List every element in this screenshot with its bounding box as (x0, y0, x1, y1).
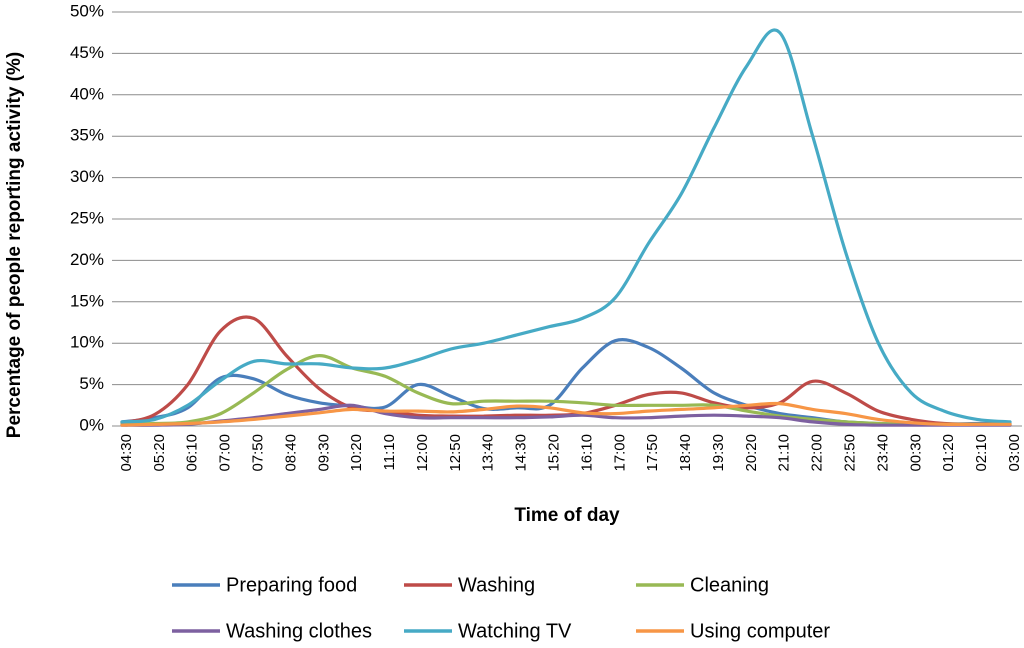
series-line-washing (120, 315, 1012, 426)
x-tick-label: 00:30 (907, 434, 924, 472)
x-tick-label: 16:10 (578, 434, 595, 472)
x-tick-label: 01:20 (940, 434, 957, 472)
series-line-watching-tv (120, 28, 1012, 424)
x-tick-label: 02:10 (973, 434, 990, 472)
y-tick-label: 50% (70, 1, 104, 20)
x-axis-ticks: 04:30 05:20 06:10 07:00 07:50 08:40 09:30 10:20… (118, 434, 1023, 472)
y-tick-label: 5% (79, 374, 104, 393)
x-tick-label: 13:40 (480, 434, 497, 472)
x-tick-label: 07:00 (217, 434, 234, 472)
y-axis-title: Percentage of people reporting activity … (4, 52, 25, 438)
x-tick-label: 09:30 (315, 434, 332, 472)
series-line-using-computer (120, 401, 1012, 427)
legend-label: Preparing food (226, 574, 357, 596)
legend-label: Using computer (690, 620, 830, 642)
x-tick-label: 03:00 (1006, 434, 1023, 472)
y-axis-ticks: 0% 5% 10% 15% 20% 25% 30% 35% 40% 45% 50% (70, 1, 104, 434)
x-tick-label: 10:20 (348, 434, 365, 472)
x-tick-label: 18:40 (677, 434, 694, 472)
x-tick-label: 07:50 (250, 434, 267, 472)
x-tick-label: 17:00 (611, 434, 628, 472)
series-lines (120, 28, 1012, 427)
x-tick-label: 23:40 (874, 434, 891, 472)
x-tick-label: 19:30 (710, 434, 727, 472)
x-tick-label: 14:30 (513, 434, 530, 472)
x-tick-label: 17:50 (644, 434, 661, 472)
x-tick-label: 21:10 (776, 434, 793, 472)
legend: Preparing food Washing Cleaning Washing clo… (172, 574, 830, 642)
x-tick-label: 22:00 (809, 434, 826, 472)
y-tick-label: 15% (70, 291, 104, 310)
x-tick-label: 22:50 (842, 434, 859, 472)
x-tick-label: 05:20 (151, 434, 168, 472)
y-tick-label: 10% (70, 333, 104, 352)
series-line-washing-clothes (120, 403, 1012, 427)
legend-label: Washing (458, 574, 535, 596)
x-tick-label: 12:00 (414, 434, 431, 472)
x-tick-label: 12:50 (447, 434, 464, 472)
x-tick-label: 04:30 (118, 434, 135, 472)
series-line-cleaning (120, 353, 1012, 426)
x-tick-label: 08:40 (282, 434, 299, 472)
y-tick-label: 25% (70, 208, 104, 227)
legend-item-watching-tv: Watching TV (404, 620, 572, 642)
y-tick-label: 20% (70, 250, 104, 269)
legend-label: Cleaning (690, 574, 769, 596)
x-axis-title: Time of day (514, 505, 620, 526)
y-tick-label: 45% (70, 43, 104, 62)
y-tick-label: 40% (70, 84, 104, 103)
legend-item-using-computer: Using computer (636, 620, 830, 642)
legend-item-washing: Washing (404, 574, 535, 596)
legend-item-cleaning: Cleaning (636, 574, 769, 596)
x-tick-label: 11:10 (381, 434, 398, 470)
y-tick-label: 0% (79, 415, 104, 434)
legend-item-preparing-food: Preparing food (172, 574, 357, 596)
legend-label: Washing clothes (226, 620, 372, 642)
legend-item-washing-clothes: Washing clothes (172, 620, 372, 642)
y-tick-label: 30% (70, 167, 104, 186)
y-tick-label: 35% (70, 126, 104, 145)
x-tick-label: 20:20 (743, 434, 760, 472)
legend-label: Watching TV (458, 620, 572, 642)
x-tick-label: 15:20 (546, 434, 563, 472)
x-tick-label: 06:10 (184, 434, 201, 472)
